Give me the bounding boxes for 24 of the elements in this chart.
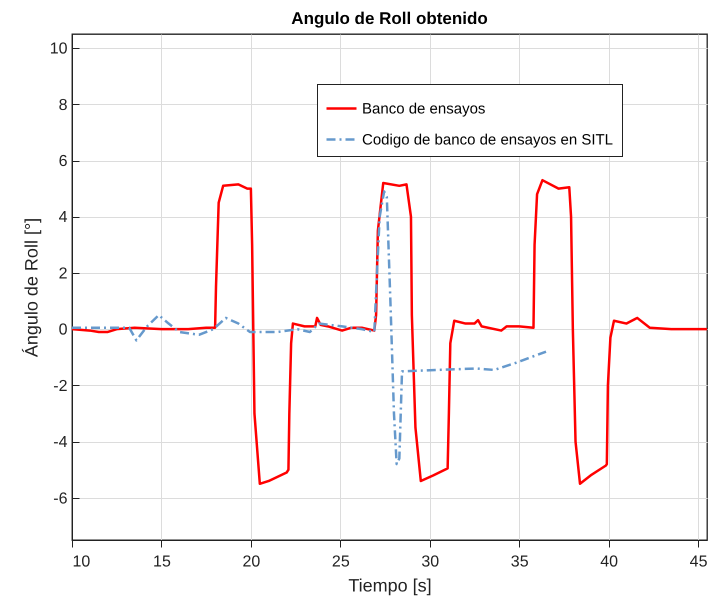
x-tick-label: 40: [600, 554, 618, 570]
x-tick-label: 10: [72, 554, 90, 570]
line-series: [72, 178, 707, 486]
x-tick-label: 35: [510, 554, 529, 570]
x-tick-label: 25: [332, 554, 350, 570]
x-tick-label: 45: [690, 554, 708, 570]
y-tick-label: -2: [53, 378, 68, 395]
legend-label: Codigo de banco de ensayos en SITL: [362, 132, 614, 148]
y-tick-label: 10: [50, 40, 68, 58]
x-tick-label: 20: [242, 554, 260, 570]
x-axis-title: Tiempo [s]: [348, 576, 432, 596]
y-axis-title: Ángulo de Roll [°]: [22, 218, 42, 358]
y-tick-label: 4: [58, 209, 68, 226]
y-tick-label: -6: [53, 490, 68, 508]
y-tick-label: 0: [58, 322, 68, 339]
y-tick-label: -4: [53, 434, 68, 452]
y-tick-label: 2: [58, 265, 68, 282]
y-tick-label: 6: [58, 153, 68, 170]
x-tick-label: 30: [421, 554, 440, 570]
chart-title: Angulo de Roll obtenido: [291, 9, 488, 28]
legend-label: Banco de ensayos: [362, 100, 486, 118]
y-tick-label: 8: [58, 96, 68, 114]
x-tick-label: 15: [153, 554, 171, 570]
line-series: [72, 190, 548, 466]
